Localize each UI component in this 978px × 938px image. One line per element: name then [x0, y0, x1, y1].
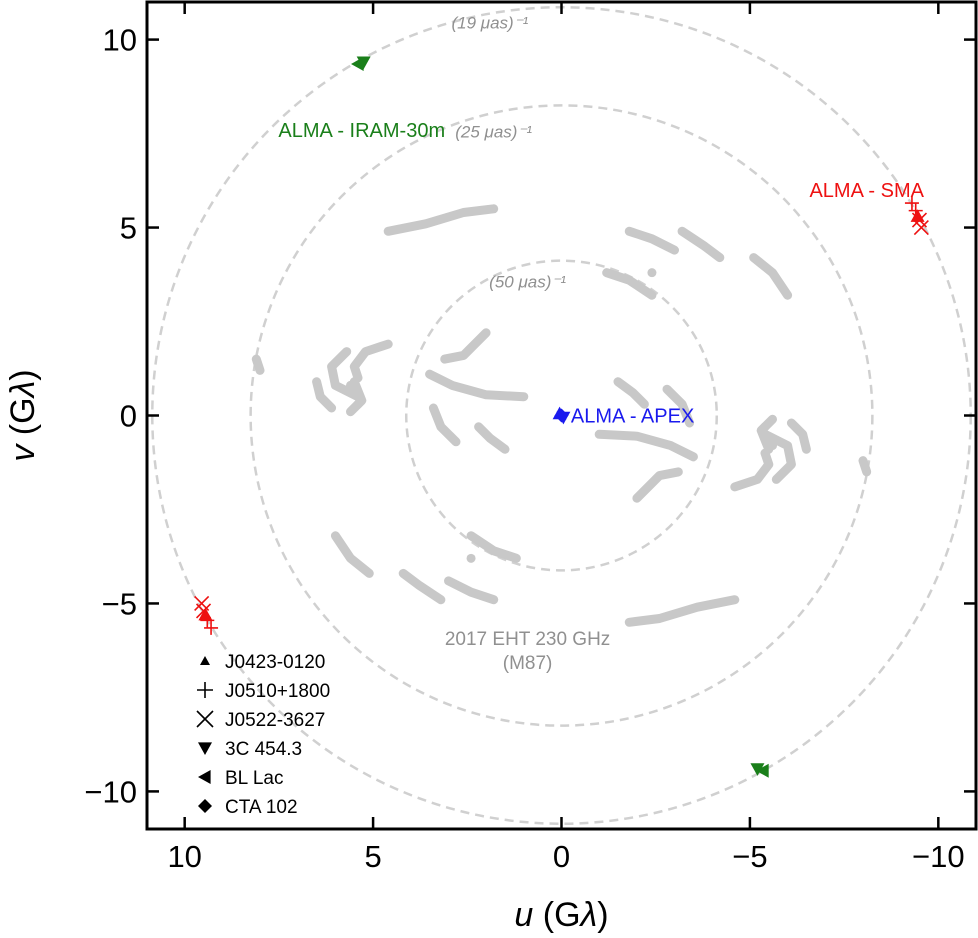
- legend-marker: [197, 682, 213, 698]
- baseline-circle: [249, 104, 874, 727]
- coverage-track: [312, 377, 337, 413]
- legend-label: J0522-3627: [225, 710, 325, 731]
- baseline-label: ALMA - SMA: [809, 180, 924, 202]
- coverage-track: [466, 531, 521, 563]
- baseline-label: ALMA - APEX: [571, 406, 694, 428]
- coverage-track: [624, 226, 679, 255]
- coverage-track: [440, 328, 491, 364]
- coverage-track: [444, 576, 499, 605]
- data-point: [904, 196, 919, 211]
- circle-labels: (50 μas)⁻¹ (25 μas)⁻¹ (19 μas)⁻¹: [451, 13, 566, 291]
- coverage-point: [760, 422, 770, 432]
- y-tick-label: −5: [102, 586, 137, 621]
- coverage-track: [730, 448, 774, 492]
- coverage-track: [251, 354, 265, 375]
- legend: J0423-0120 J0510+1800 J0522-3627 3C 454.3 BL…: [196, 652, 330, 818]
- legend-label: J0423-0120: [225, 652, 325, 673]
- coverage-track: [594, 429, 698, 462]
- coverage-track: [398, 568, 446, 605]
- legend-marker: [196, 710, 214, 728]
- data-point: [756, 763, 769, 778]
- coverage-track: [330, 531, 374, 578]
- coverage-track: [624, 595, 740, 627]
- y-tick-label: 5: [120, 211, 137, 246]
- legend-marker: [198, 799, 212, 813]
- legend-marker: [200, 656, 210, 665]
- coverage-point: [647, 268, 657, 278]
- coverage-track: [327, 347, 363, 402]
- coverage-point: [353, 399, 363, 409]
- circle-label: (25 μas)⁻¹: [455, 122, 532, 141]
- y-tick-label: −10: [84, 774, 137, 809]
- legend-label: BL Lac: [225, 768, 283, 789]
- coverage-track: [349, 339, 393, 383]
- x-tick-label: −10: [912, 839, 965, 874]
- x-tick-label: 5: [364, 839, 381, 874]
- coverage-track: [858, 456, 872, 477]
- coverage-track: [749, 253, 793, 300]
- coverage-label: 2017 EHT 230 GHz (M87): [445, 629, 610, 674]
- coverage-track: [474, 422, 510, 454]
- legend-label: CTA 102: [225, 797, 298, 818]
- coverage-point: [345, 380, 355, 390]
- y-tick-label: 10: [103, 23, 137, 58]
- circle-label: (50 μas)⁻¹: [489, 273, 566, 292]
- data-point: [194, 595, 210, 612]
- coverage-label-line: (M87): [503, 653, 553, 674]
- data-point: [356, 56, 371, 70]
- data-point: [204, 620, 219, 635]
- coverage-track: [613, 377, 649, 409]
- legend-marker: [198, 742, 212, 755]
- coverage-track: [428, 403, 461, 447]
- baseline-label: ALMA - IRAM-30m: [278, 120, 445, 142]
- y-tick-label: 0: [120, 399, 137, 434]
- coverage-track: [786, 418, 811, 454]
- coverage-track: [602, 268, 657, 300]
- axes: 10 5 0 −5 −10 10 5 0 −5 −10 u (Gλ) v (Gλ): [4, 2, 976, 934]
- baseline-markers: [194, 56, 929, 778]
- coverage-label-line: 2017 EHT 230 GHz: [445, 629, 610, 650]
- coverage-point: [466, 553, 476, 563]
- legend-label: J0510+1800: [225, 681, 330, 702]
- x-axis-label: u (Gλ): [514, 896, 608, 934]
- circle-label: (19 μas)⁻¹: [451, 13, 528, 32]
- x-tick-label: 0: [553, 839, 570, 874]
- coverage-track: [632, 467, 683, 503]
- coverage-track: [756, 414, 777, 454]
- baseline-circle: [405, 259, 718, 572]
- coverage-track: [760, 429, 796, 484]
- data-point: [913, 219, 929, 236]
- x-tick-label: −5: [732, 839, 767, 874]
- coverage-track: [662, 384, 695, 428]
- coverage-point: [768, 441, 778, 451]
- data-point: [556, 411, 571, 425]
- baseline-labels: ALMA - SMA ALMA - IRAM-30m ALMA - APEX: [278, 120, 924, 428]
- coverage-track: [383, 204, 499, 236]
- coverage-track: [346, 377, 367, 417]
- coverage-track: [677, 226, 725, 263]
- eht-coverage-tracks: [251, 204, 872, 627]
- legend-label: 3C 454.3: [225, 739, 302, 760]
- coverage-track: [425, 369, 529, 402]
- data-point: [750, 763, 765, 776]
- x-tick-label: 10: [167, 839, 201, 874]
- legend-marker: [198, 770, 211, 784]
- y-axis-label: v (Gλ): [4, 369, 42, 461]
